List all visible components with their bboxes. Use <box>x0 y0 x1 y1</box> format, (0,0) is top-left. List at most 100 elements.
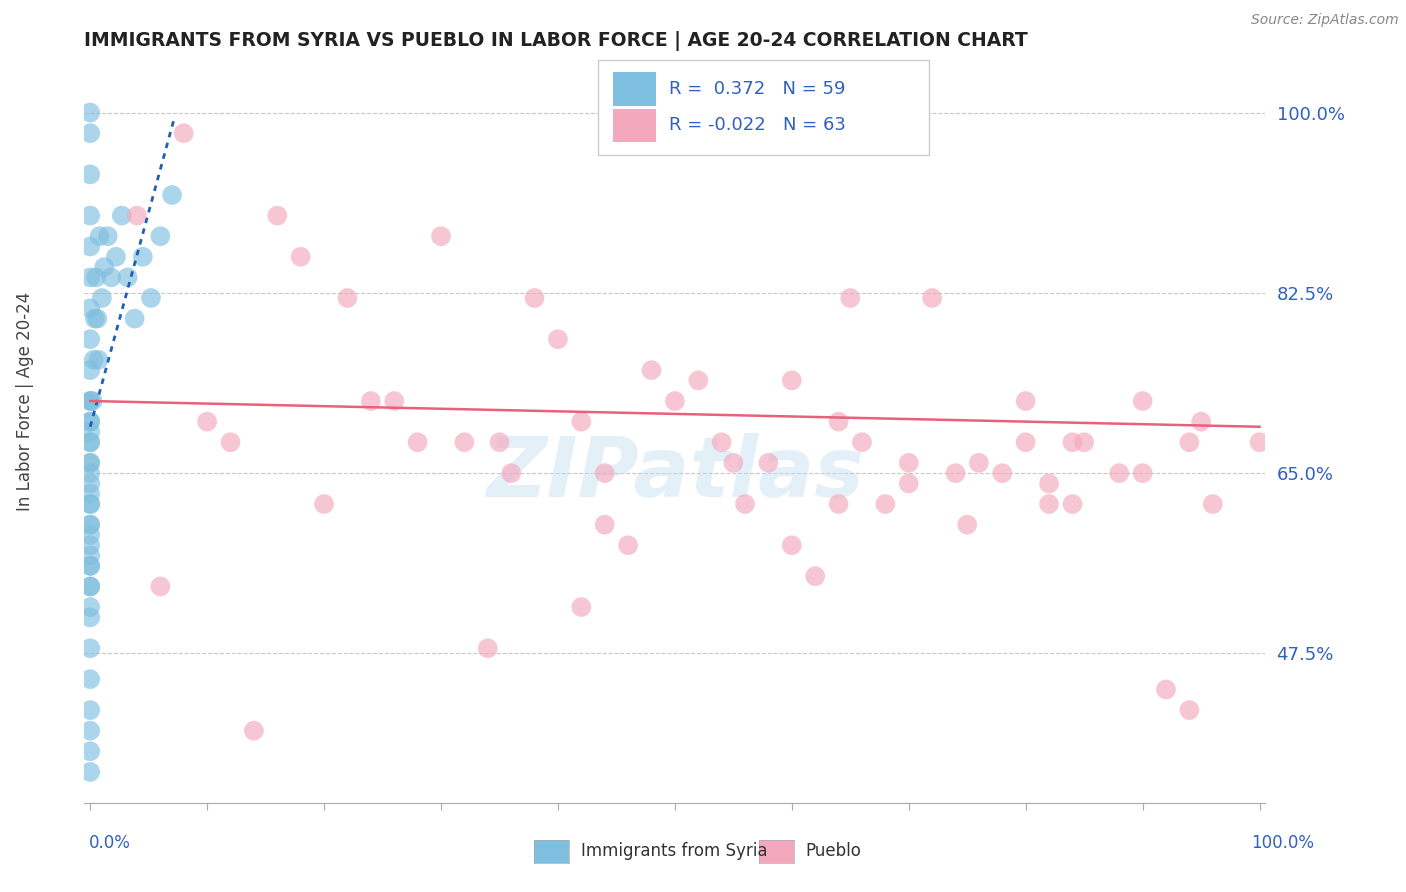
Point <box>453 435 475 450</box>
Point <box>569 600 592 615</box>
Point <box>956 517 979 532</box>
Point <box>1015 435 1038 450</box>
Point <box>79 435 101 450</box>
Text: IMMIGRANTS FROM SYRIA VS PUEBLO IN LABOR FORCE | AGE 20-24 CORRELATION CHART: IMMIGRANTS FROM SYRIA VS PUEBLO IN LABOR… <box>84 31 1028 51</box>
Point <box>117 270 139 285</box>
Point <box>710 435 733 450</box>
Point <box>640 363 662 377</box>
Point <box>79 363 101 377</box>
Point <box>593 517 616 532</box>
Point <box>1178 703 1201 717</box>
Point <box>79 558 101 573</box>
Point <box>1038 476 1060 491</box>
Point <box>219 435 242 450</box>
Point <box>79 415 101 429</box>
Point <box>1062 435 1084 450</box>
Point <box>897 476 920 491</box>
Point <box>523 291 546 305</box>
Point <box>79 394 101 409</box>
Point <box>897 456 920 470</box>
Point <box>360 394 382 409</box>
Point <box>79 456 101 470</box>
Point <box>93 260 115 274</box>
Point <box>79 723 101 738</box>
Point <box>1015 394 1038 409</box>
Point <box>336 291 359 305</box>
Point <box>79 558 101 573</box>
Point <box>851 435 873 450</box>
Point <box>827 497 849 511</box>
Point <box>477 641 499 656</box>
Point <box>83 352 105 367</box>
Point <box>79 167 101 181</box>
Point <box>79 641 101 656</box>
Point <box>125 209 148 223</box>
Point <box>79 528 101 542</box>
Point <box>111 209 134 223</box>
FancyBboxPatch shape <box>598 61 929 155</box>
Point <box>79 497 101 511</box>
Point <box>1108 466 1130 480</box>
Point <box>1189 415 1212 429</box>
Text: R =  0.372   N = 59: R = 0.372 N = 59 <box>669 80 845 98</box>
Point <box>991 466 1014 480</box>
Point <box>290 250 312 264</box>
Point <box>79 579 101 593</box>
Point <box>79 270 101 285</box>
Point <box>945 466 967 480</box>
Point <box>804 569 827 583</box>
Point <box>266 209 288 223</box>
Text: Source: ZipAtlas.com: Source: ZipAtlas.com <box>1251 13 1399 28</box>
Point <box>79 466 101 480</box>
Point <box>124 311 146 326</box>
Point <box>1062 497 1084 511</box>
Point <box>406 435 429 450</box>
Point <box>149 229 172 244</box>
Point <box>312 497 335 511</box>
Point <box>79 332 101 346</box>
Point <box>79 549 101 563</box>
Point <box>243 723 266 738</box>
Point <box>875 497 897 511</box>
Point <box>132 250 155 264</box>
Point <box>79 126 101 140</box>
Point <box>139 291 162 305</box>
Point <box>79 517 101 532</box>
Point <box>501 466 523 480</box>
Text: R = -0.022   N = 63: R = -0.022 N = 63 <box>669 117 846 135</box>
Point <box>79 672 101 686</box>
Point <box>1073 435 1095 450</box>
Point <box>97 229 120 244</box>
Point <box>195 415 218 429</box>
Point <box>593 466 616 480</box>
Point <box>569 415 592 429</box>
Point <box>79 538 101 552</box>
Point <box>430 229 453 244</box>
Point <box>79 497 101 511</box>
Point <box>734 497 756 511</box>
Point <box>79 239 101 253</box>
Point <box>1132 394 1154 409</box>
Text: 0.0%: 0.0% <box>89 834 131 852</box>
Point <box>758 456 780 470</box>
Point <box>617 538 640 552</box>
Point <box>488 435 510 450</box>
Point <box>79 394 101 409</box>
Point <box>84 270 107 285</box>
Point <box>827 415 849 429</box>
Point <box>79 105 101 120</box>
Point <box>79 415 101 429</box>
Point <box>79 456 101 470</box>
Point <box>79 764 101 779</box>
Point <box>83 311 105 326</box>
Point <box>382 394 405 409</box>
Point <box>79 301 101 316</box>
Point <box>79 703 101 717</box>
FancyBboxPatch shape <box>613 109 657 143</box>
Point <box>79 435 101 450</box>
Point <box>839 291 862 305</box>
Point <box>89 229 111 244</box>
Point <box>664 394 686 409</box>
Point <box>1132 466 1154 480</box>
Point <box>173 126 195 140</box>
